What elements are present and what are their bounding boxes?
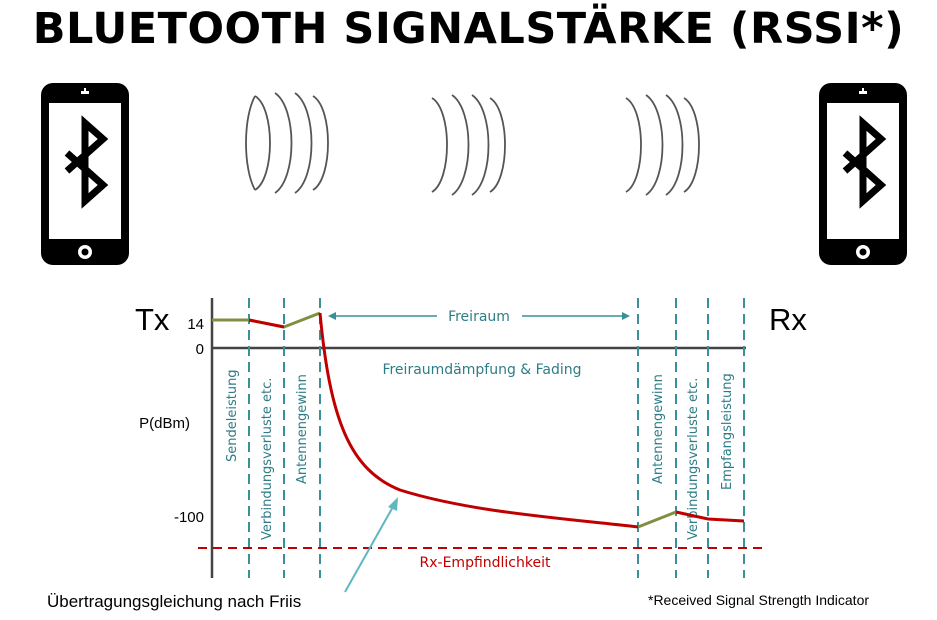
tx-label: Tx [135,302,170,337]
rx-phone-icon [819,83,907,265]
signal-wave-icon-1 [245,92,329,194]
freespace-loss-label: Freiraumdämpfung & Fading [382,362,581,378]
stage-label-rx-gain: Antennengewinn [651,374,666,484]
signal-wave-icon-3 [625,94,700,196]
path-loss-curve [318,312,639,529]
stage-label-rx-power: Empfangsleistung [720,373,735,490]
tx-drop-segment [248,318,285,329]
footnote: *Received Signal Strength Indicator [648,592,870,608]
y-tick-14: 14 [187,316,204,333]
freespace-arrow [328,312,630,320]
stage-label-tx-power: Sendeleistung [225,369,240,462]
sensitivity-label: Rx-Empfindlichkeit [420,555,551,571]
rx-gain-line [637,510,677,529]
rx-power-line [675,510,745,523]
freespace-label: Freiraum [448,309,510,325]
signal-wave-icon-2 [431,94,506,196]
y-tick-minus100: -100 [174,509,204,526]
friis-label: Übertragungsgleichung nach Friis [47,592,302,611]
friis-arrow [344,497,398,593]
stage-label-tx-gain: Antennengewinn [295,374,310,484]
rx-label: Rx [769,302,807,337]
tx-phone-icon [41,83,129,265]
stage-label-rx-losses: Verbindungsverluste etc. [686,378,701,540]
y-axis-label: P(dBm) [139,415,190,432]
y-tick-0: 0 [196,341,204,358]
page-title: BLUETOOTH SIGNALSTÄRKE (RSSI*) [32,4,905,54]
stage-label-tx-losses: Verbindungsverluste etc. [260,378,275,540]
